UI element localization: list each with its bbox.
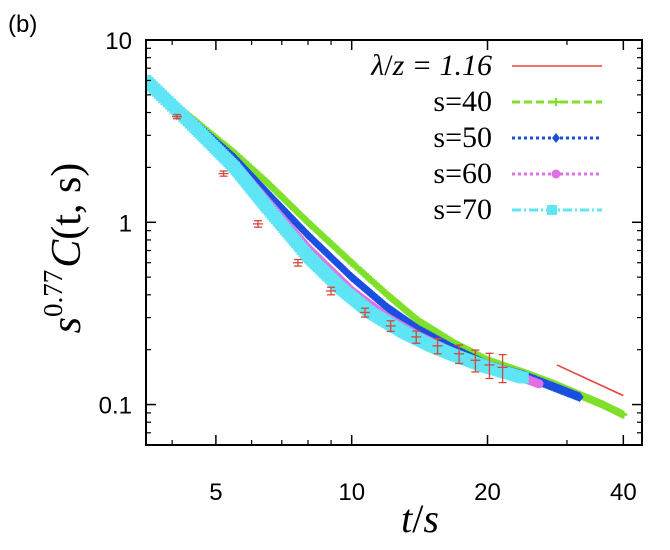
plot-series xyxy=(146,74,628,419)
y-tick-label: 10 xyxy=(105,28,132,55)
plot-frame xyxy=(145,39,643,446)
legend-marker xyxy=(547,205,557,215)
y-axis-label: s0.77C(t, s) xyxy=(38,163,90,334)
series-reference xyxy=(172,113,508,384)
ylabel-c: C xyxy=(44,239,90,268)
theory-line xyxy=(556,364,624,397)
svg-text:s0.77C(t, s): s0.77C(t, s) xyxy=(38,163,90,334)
x-axis-label: t/s xyxy=(401,496,439,541)
data-point xyxy=(534,379,544,389)
series-s40 xyxy=(146,76,628,419)
legend: λ/z = 1.16 s=40 s=50 s=60 s=70 xyxy=(370,49,602,226)
legend-slash: / xyxy=(384,49,393,82)
legend-rest: z = 1.16 xyxy=(392,49,492,82)
legend-label-s40: s=40 xyxy=(433,85,492,118)
xlabel-t: t xyxy=(401,496,413,541)
x-tick-label: 20 xyxy=(474,479,501,506)
data-point xyxy=(517,372,529,384)
y-tick-label: 0.1 xyxy=(99,393,132,420)
legend-marker xyxy=(552,98,560,106)
y-tick-label: 1 xyxy=(119,210,132,237)
axis-ticks: 5 10 20 40 10 1 0.1 xyxy=(99,28,642,506)
xlabel-slash: / xyxy=(412,496,424,541)
plot-area xyxy=(146,74,628,419)
panel-label: (b) xyxy=(8,11,37,38)
x-tick-label: 5 xyxy=(209,479,222,506)
legend-lambda: λ xyxy=(370,49,384,82)
data-point xyxy=(575,392,584,403)
xlabel-s: s xyxy=(423,496,439,541)
x-tick-label: 10 xyxy=(338,479,365,506)
legend-label-s70: s=70 xyxy=(433,193,492,226)
series-theory xyxy=(556,364,624,397)
series-s50 xyxy=(146,75,584,403)
legend-marker xyxy=(551,169,561,179)
x-tick-label: 40 xyxy=(610,479,637,506)
ylabel-s: s xyxy=(44,317,90,333)
legend-label-s60: s=60 xyxy=(433,157,492,190)
data-point xyxy=(619,410,628,419)
ylabel-exponent: 0.77 xyxy=(38,270,68,317)
legend-label-theory: λ/z = 1.16 xyxy=(370,49,492,82)
legend-label-s50: s=50 xyxy=(433,121,492,154)
legend-marker xyxy=(552,133,560,143)
ylabel-args: (t, s) xyxy=(44,163,90,240)
